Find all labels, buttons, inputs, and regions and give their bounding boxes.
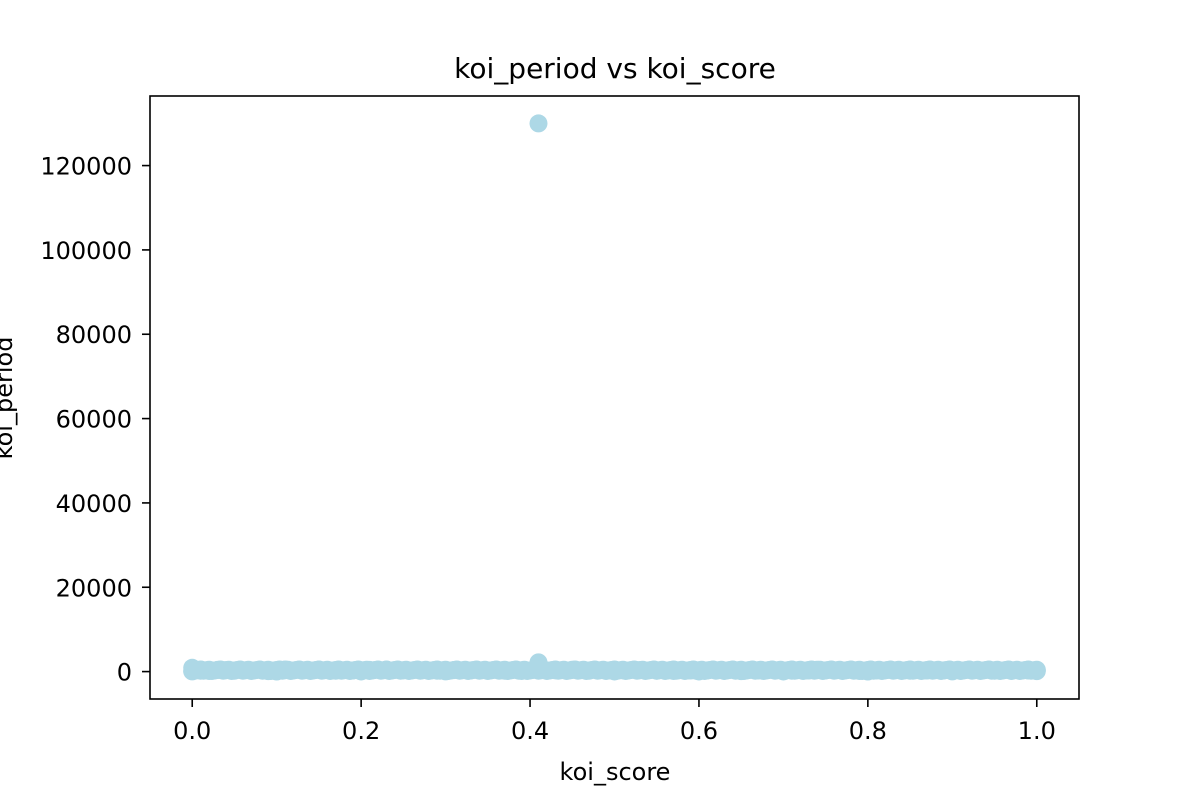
data-point bbox=[647, 661, 666, 680]
data-points bbox=[183, 114, 1046, 681]
data-point bbox=[630, 661, 649, 680]
x-tick-label: 0.4 bbox=[511, 717, 549, 745]
x-tick-label: 0.0 bbox=[173, 717, 211, 745]
data-point bbox=[1027, 662, 1046, 681]
data-point bbox=[943, 662, 962, 681]
y-axis-ticks: 0 20000 40000 60000 80000 100000 120000 bbox=[40, 153, 150, 687]
x-tick-label: 1.0 bbox=[1018, 717, 1056, 745]
data-point bbox=[605, 662, 624, 681]
y-axis-label: koi_period bbox=[0, 337, 18, 460]
data-point bbox=[1002, 661, 1021, 680]
data-point bbox=[563, 660, 582, 679]
y-tick-label: 100000 bbox=[40, 237, 132, 265]
data-point bbox=[411, 661, 430, 680]
data-point bbox=[664, 661, 683, 680]
data-point bbox=[478, 661, 497, 680]
y-tick-label: 20000 bbox=[56, 574, 132, 602]
data-point bbox=[546, 661, 565, 680]
data-point bbox=[968, 661, 987, 680]
data-point bbox=[495, 661, 514, 680]
y-tick-label: 80000 bbox=[56, 321, 132, 349]
y-tick-label: 60000 bbox=[56, 406, 132, 434]
chart-title: koi_period vs koi_score bbox=[454, 52, 776, 85]
data-point bbox=[858, 662, 877, 681]
y-tick-label: 40000 bbox=[56, 490, 132, 518]
x-tick-label: 0.8 bbox=[849, 717, 887, 745]
data-point bbox=[816, 661, 835, 680]
data-point bbox=[461, 661, 480, 680]
data-point bbox=[377, 660, 396, 679]
data-point bbox=[732, 662, 751, 681]
data-point bbox=[774, 662, 793, 681]
x-axis-label: koi_score bbox=[560, 758, 671, 786]
data-point bbox=[309, 660, 328, 679]
data-point bbox=[580, 661, 599, 680]
plot-area-frame bbox=[149, 95, 1080, 700]
data-point bbox=[242, 661, 261, 680]
data-point bbox=[326, 661, 345, 680]
data-point bbox=[749, 661, 768, 680]
data-point bbox=[352, 662, 371, 681]
data-point bbox=[183, 662, 202, 681]
x-tick-label: 0.2 bbox=[342, 717, 380, 745]
data-point bbox=[267, 662, 286, 681]
data-point bbox=[884, 661, 903, 680]
data-point bbox=[901, 661, 920, 680]
y-tick-label: 0 bbox=[117, 659, 132, 687]
x-tick-label: 0.6 bbox=[680, 717, 718, 745]
data-point bbox=[689, 662, 708, 681]
data-point bbox=[225, 661, 244, 680]
y-tick-label: 120000 bbox=[40, 153, 132, 181]
x-axis-ticks: 0.0 0.2 0.4 0.6 0.8 1.0 bbox=[173, 699, 1056, 745]
data-point bbox=[917, 661, 936, 680]
data-point bbox=[512, 661, 531, 680]
data-point bbox=[985, 661, 1004, 680]
data-point bbox=[394, 661, 413, 680]
data-point bbox=[833, 661, 852, 680]
data-point bbox=[293, 661, 312, 680]
data-point bbox=[715, 661, 734, 680]
data-point bbox=[529, 660, 548, 679]
data-point bbox=[529, 114, 548, 133]
data-point bbox=[436, 662, 455, 681]
